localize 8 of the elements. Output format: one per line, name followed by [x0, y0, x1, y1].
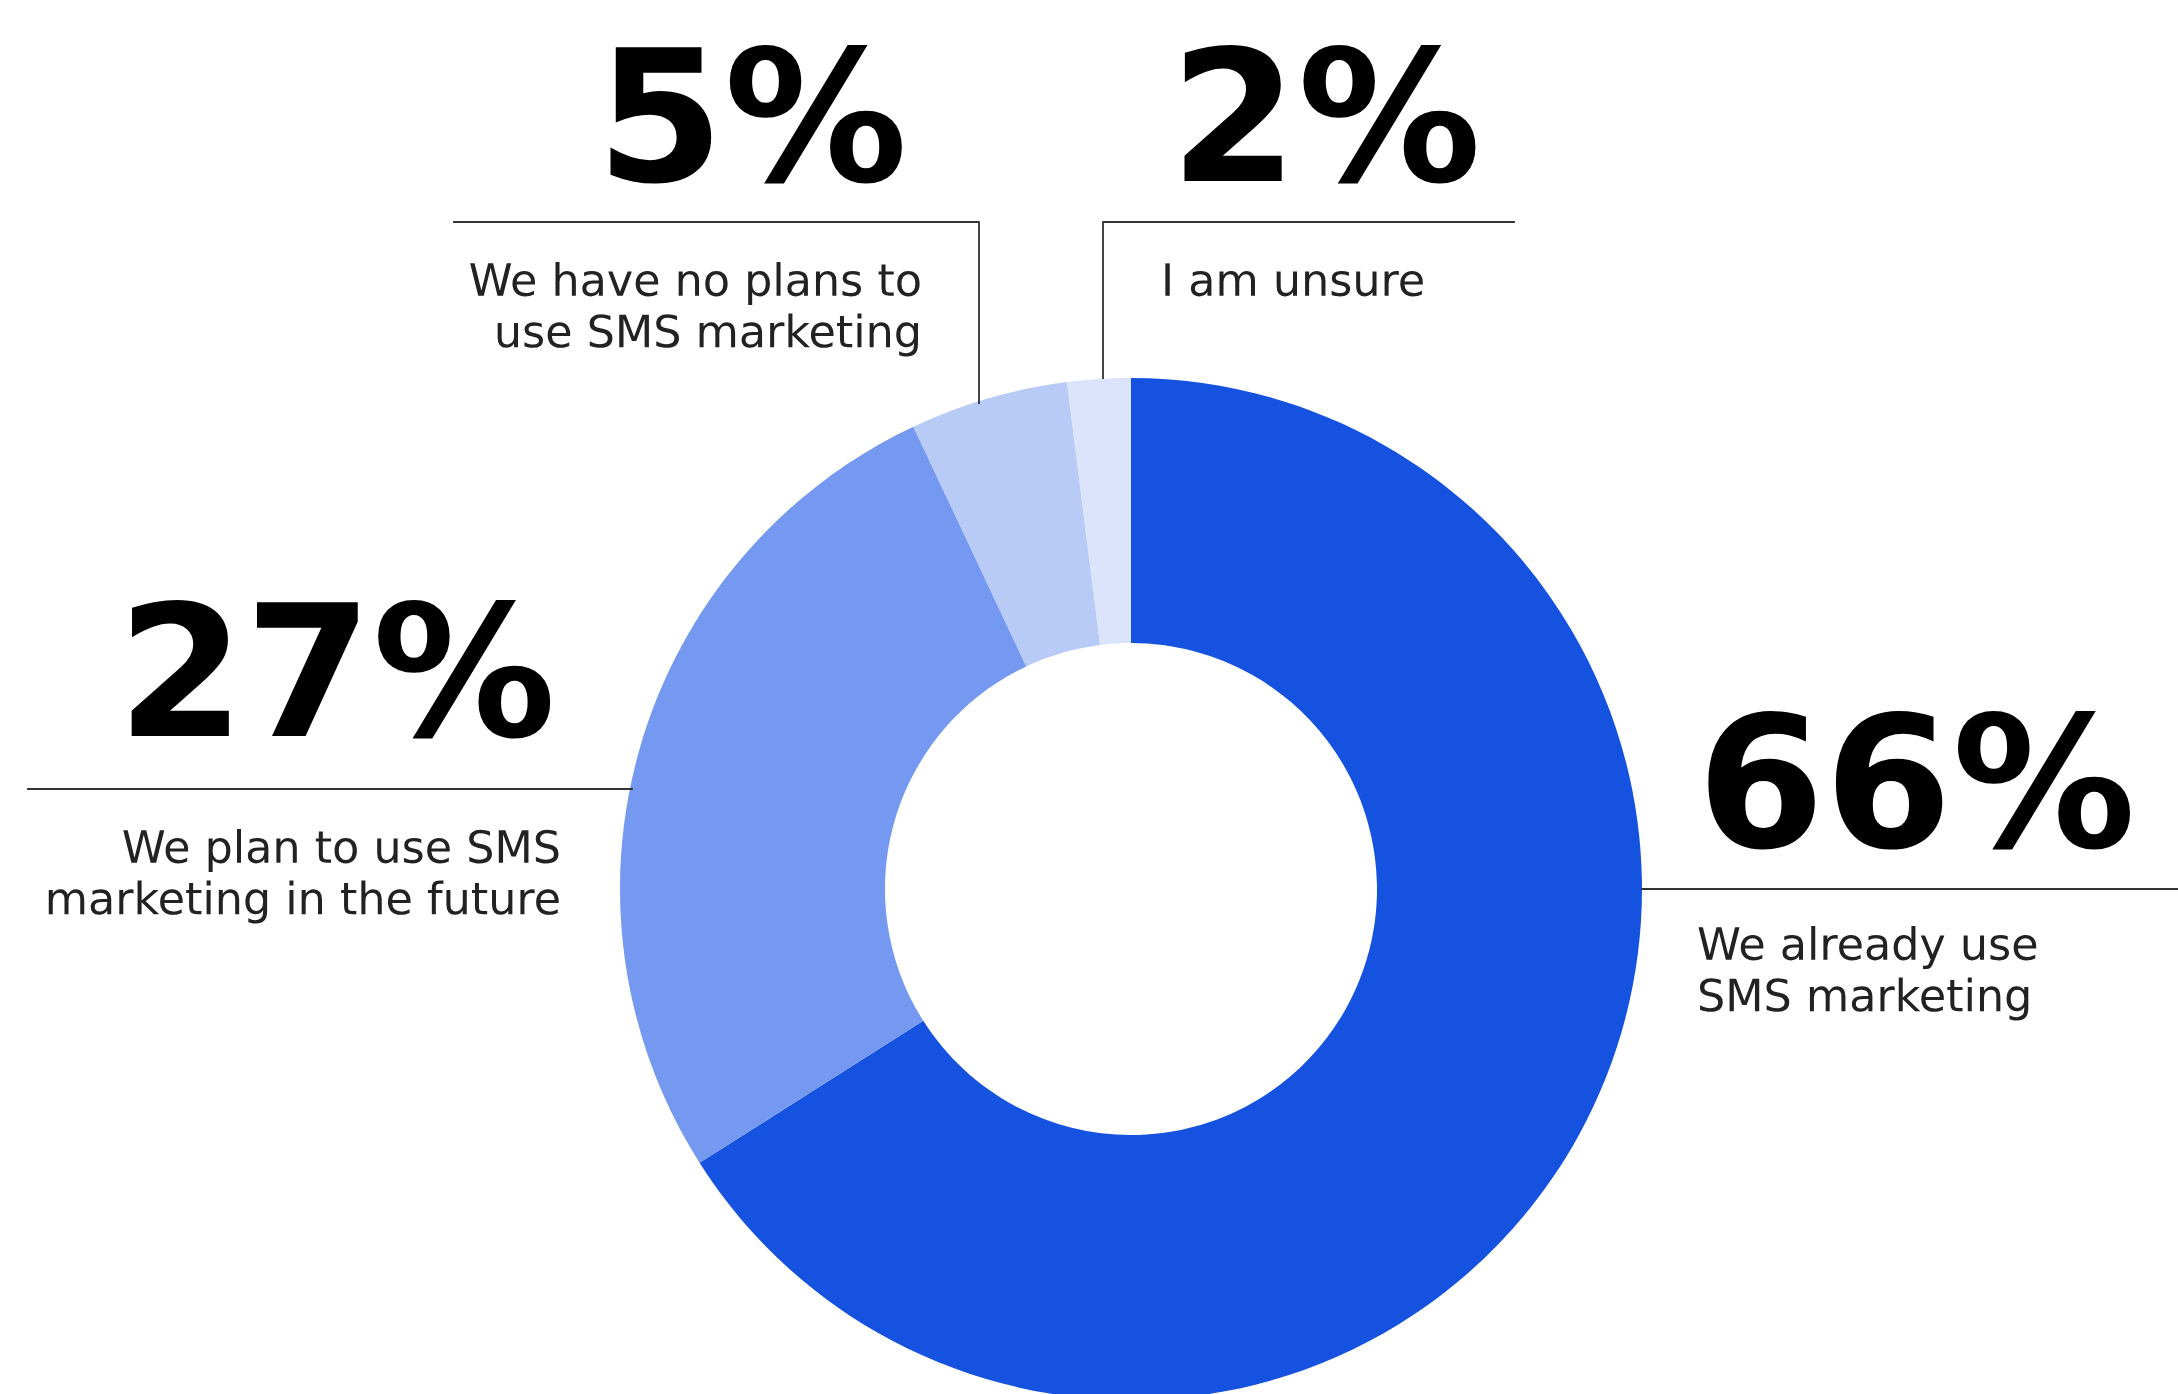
slice-label: We already use SMS marketing [1698, 926, 2037, 1021]
data-label: 2% [1184, 44, 1476, 184]
slice-label: We plan to use SMS marketing in the future [48, 829, 559, 924]
data-label: 5% [610, 44, 902, 184]
slice-label: I am unsure [1165, 263, 1423, 297]
data-label: 27% [131, 599, 551, 739]
data-label: 66% [1708, 710, 2130, 850]
slice-label: We have no plans to use SMS marketing [470, 262, 920, 357]
